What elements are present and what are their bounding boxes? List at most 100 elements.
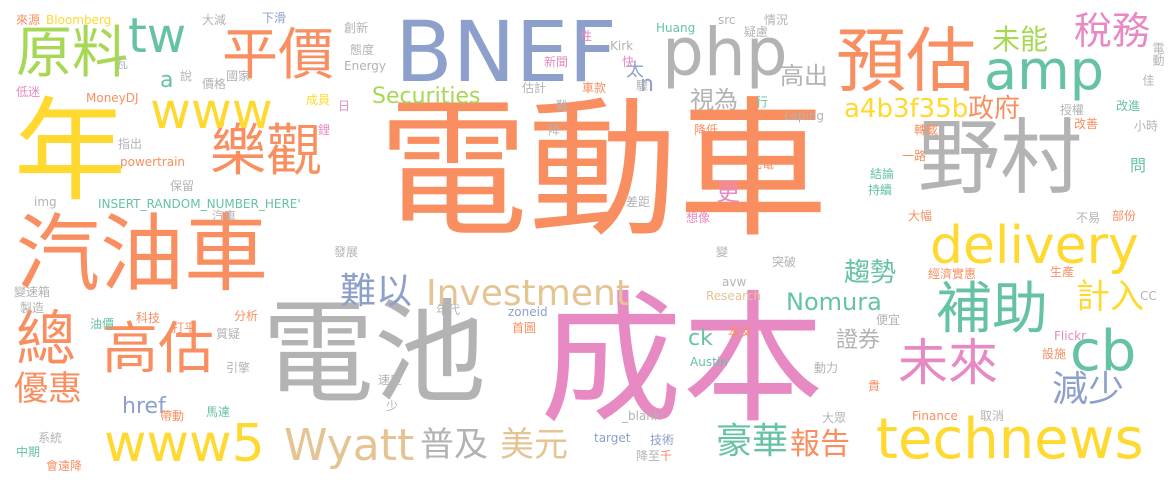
- word-charging: 充電: [750, 157, 775, 171]
- word-mid-term: 中期: [16, 445, 41, 459]
- word-hard-to: 難以: [340, 271, 413, 312]
- word-luxury: 豪華: [716, 421, 789, 462]
- word-drop: 降: [548, 123, 561, 137]
- word-cb: cb: [1070, 319, 1137, 384]
- word-country: 國家: [226, 69, 251, 83]
- word-news: 新聞: [544, 55, 569, 69]
- word-more: 更: [716, 178, 740, 206]
- word-good: 佳: [1141, 74, 1155, 86]
- word-securities: Securities: [372, 84, 481, 109]
- word-optimistic: 樂觀: [210, 119, 322, 184]
- word-trend: 趨勢: [844, 258, 897, 288]
- word-cover-image: 首圖: [512, 321, 537, 335]
- word-development: 發展: [334, 245, 359, 259]
- word-day: 日: [338, 99, 351, 113]
- word-drive: 帶動: [160, 409, 185, 423]
- word-electric: 電動: [1151, 42, 1165, 66]
- word-securities-cn: 證券: [836, 328, 881, 353]
- word-austin: Austin: [690, 355, 728, 369]
- word-flickr: Flickr: [1054, 329, 1087, 343]
- word-href: href: [122, 394, 166, 419]
- word-subsidy: 補助: [936, 277, 1048, 342]
- word-bnef: BNEF: [395, 3, 617, 101]
- word-technology: 科技: [136, 311, 161, 325]
- word-decade: 年代: [436, 303, 461, 317]
- word-motor: 馬達: [206, 405, 231, 419]
- word-affordable: 平價: [222, 23, 334, 88]
- word-estimate: 估計: [522, 81, 547, 95]
- word-thousand: 千: [660, 449, 673, 463]
- word-drop-to: 降至: [636, 449, 661, 463]
- word-future: 未來: [898, 334, 998, 392]
- word-conclusion: 結論: [870, 167, 895, 181]
- word-report: 報告: [790, 427, 850, 462]
- word-insert-random: INSERT_RANDOM_NUMBER_HERE': [98, 197, 301, 211]
- word-continue: 持續: [868, 183, 893, 197]
- word-analysis: 分析: [234, 309, 259, 323]
- word-engine: 引擎: [226, 361, 251, 375]
- word-energy: Energy: [344, 59, 387, 73]
- word-produce: 生產: [1050, 265, 1075, 279]
- word-volkswagen: 大眾: [822, 411, 847, 425]
- word-gas-car: 汽油車: [16, 205, 269, 303]
- word-nomura: Nomura: [786, 288, 882, 316]
- word-authorize: 授權: [1060, 103, 1085, 117]
- word-improve: 改善: [1074, 117, 1099, 131]
- word-government: 政府: [968, 94, 1021, 124]
- word-cc: CC: [1140, 289, 1157, 303]
- word-breakthrough: 突破: [772, 255, 797, 269]
- word-change: 變: [716, 245, 729, 259]
- word-less: 少: [386, 399, 399, 413]
- word-fast: 快: [622, 55, 635, 69]
- word-gearbox: 變速箱: [14, 285, 51, 299]
- word-power: 動力: [814, 361, 839, 375]
- word-amp: amp: [984, 39, 1104, 102]
- word-substantial: 大幅: [908, 209, 933, 223]
- word-improvement: 改進: [1116, 99, 1141, 113]
- word-cancel: 取消: [980, 409, 1005, 423]
- word-ask: 問: [1130, 156, 1147, 175]
- word-www5: www5: [104, 414, 265, 474]
- word-forecast: 預估: [836, 20, 976, 102]
- word-system: 系統: [38, 431, 63, 445]
- word-discount: 優惠: [14, 369, 82, 409]
- word-break-even: 打平: [172, 321, 197, 335]
- word-powertrain: powertrain: [120, 155, 186, 169]
- word-finance: Finance: [912, 409, 958, 423]
- word-leping: Leping: [784, 109, 825, 123]
- word-reprint: 轉載: [914, 123, 939, 137]
- word-overestimate: 高估: [102, 317, 214, 382]
- word-reduce-cost: 降低: [694, 123, 719, 137]
- word-total: 總: [16, 305, 76, 375]
- word-raw-material: 原料: [16, 21, 128, 86]
- word-research: Research: [706, 289, 762, 303]
- word-delivery: delivery: [930, 216, 1139, 276]
- word-tax: 稅務: [1074, 9, 1151, 53]
- word-bloomberg: Bloomberg: [46, 13, 112, 27]
- word-retain: 保留: [170, 179, 195, 193]
- word-moneydj: MoneyDJ: [86, 91, 139, 105]
- word-expensive: 貴: [868, 379, 881, 393]
- word-img: img: [34, 195, 57, 209]
- word-target: target: [594, 431, 631, 445]
- word-doubt: 質疑: [216, 327, 241, 341]
- word-gap: 差距: [626, 195, 651, 209]
- word-blank: _blank': [622, 409, 665, 423]
- word-imagine: 想像: [686, 211, 711, 225]
- word-a4b3f35b: a4b3f35b: [844, 94, 969, 124]
- word-wyatt: Wyatt: [284, 420, 415, 471]
- word-cheap: 便宜: [876, 313, 901, 327]
- word-oil-price: 油價: [90, 317, 115, 331]
- word-not-easy: 不易: [1076, 211, 1101, 225]
- word-unable: 未能: [992, 23, 1049, 56]
- word-technews: technews: [876, 407, 1144, 472]
- word-auto: 汽車: [212, 209, 237, 223]
- word-ck: ck: [688, 326, 713, 351]
- word-nomura-cn: 野村: [918, 111, 1083, 206]
- word-situation: 情況: [764, 13, 789, 27]
- word-a: a: [160, 68, 174, 93]
- word-electric-car: 電動車: [378, 84, 829, 258]
- word-lithium: 鋰: [318, 123, 331, 137]
- word-innovation: 創新: [344, 21, 369, 35]
